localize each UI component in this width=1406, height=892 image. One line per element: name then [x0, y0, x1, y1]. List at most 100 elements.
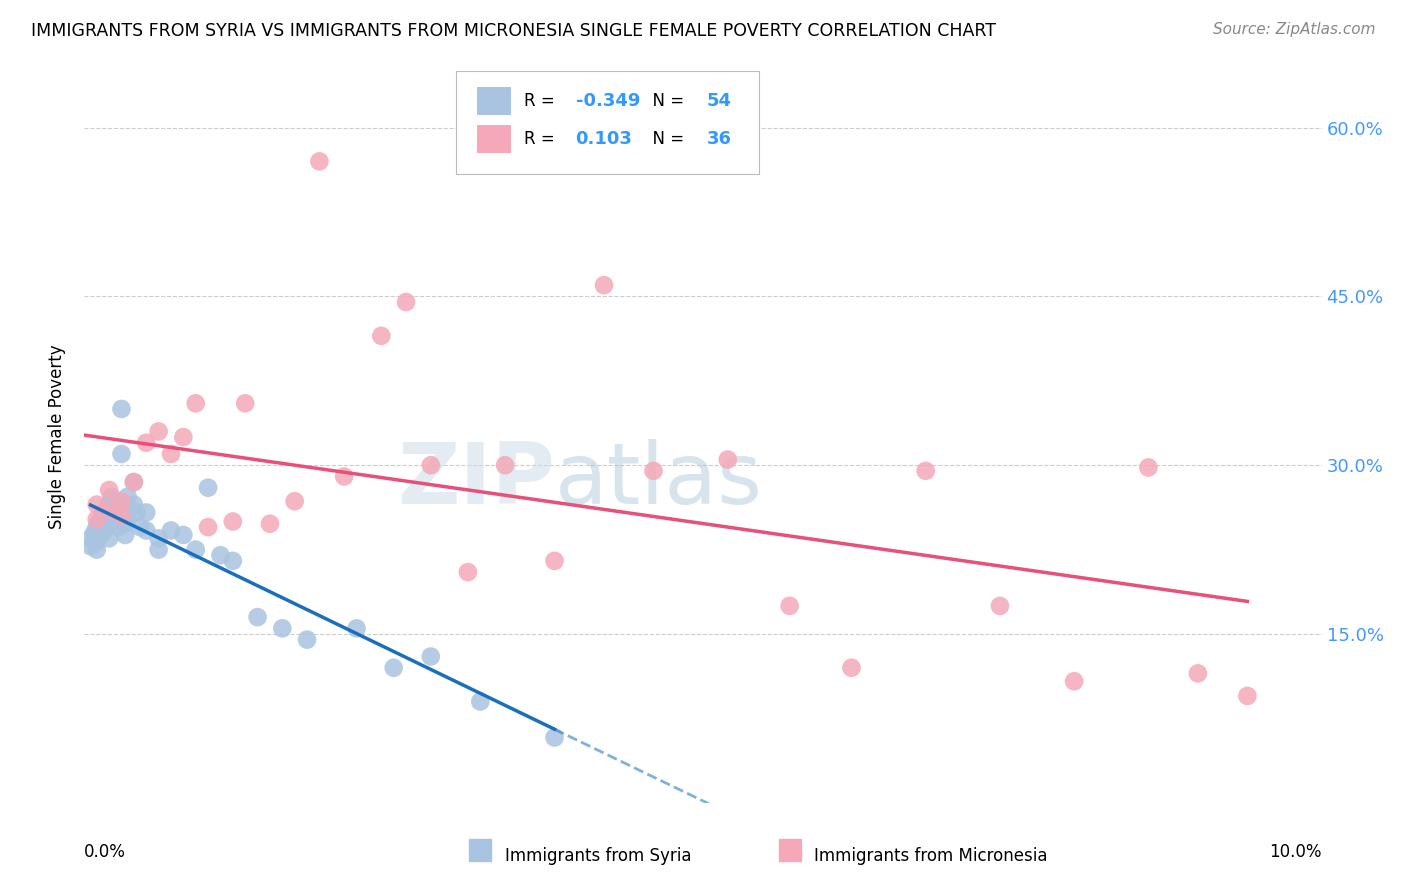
Point: [135, 506, 157, 520]
Point: [86, 512, 108, 526]
Point: [419, 649, 441, 664]
Y-axis label: Single Female Poverty: Single Female Poverty: [48, 345, 66, 529]
Point: [79, 532, 101, 546]
Point: [101, 515, 124, 529]
Point: [543, 731, 565, 745]
FancyBboxPatch shape: [477, 87, 512, 114]
Point: [98, 503, 121, 517]
Point: [98, 532, 121, 546]
Point: [184, 542, 207, 557]
Text: 54: 54: [707, 92, 731, 110]
Point: [184, 396, 207, 410]
Point: [148, 532, 170, 546]
Point: [104, 494, 127, 508]
Point: [197, 520, 219, 534]
Point: [222, 554, 245, 568]
Point: [110, 494, 132, 508]
Text: 0.103: 0.103: [575, 130, 633, 148]
Text: Immigrants from Syria: Immigrants from Syria: [505, 847, 692, 864]
Point: [160, 524, 183, 538]
Point: [308, 154, 330, 169]
Point: [1236, 689, 1258, 703]
Point: [86, 498, 108, 512]
Point: [1137, 460, 1160, 475]
Point: [160, 447, 183, 461]
Text: Immigrants from Micronesia: Immigrants from Micronesia: [814, 847, 1047, 864]
Point: [233, 396, 256, 410]
Point: [89, 515, 111, 529]
Point: [222, 515, 245, 529]
Point: [914, 464, 936, 478]
Point: [209, 548, 232, 562]
Point: [841, 661, 863, 675]
Point: [86, 534, 108, 549]
Point: [333, 469, 356, 483]
Point: [1187, 666, 1209, 681]
Point: [643, 464, 665, 478]
Point: [470, 694, 492, 708]
Point: [91, 508, 114, 523]
Text: -0.349: -0.349: [575, 92, 640, 110]
Text: N =: N =: [643, 92, 690, 110]
Point: [112, 516, 135, 531]
Point: [197, 481, 219, 495]
Point: [110, 500, 132, 515]
Point: [395, 295, 418, 310]
Point: [457, 565, 479, 579]
Point: [148, 542, 170, 557]
Point: [98, 483, 121, 497]
FancyBboxPatch shape: [456, 71, 759, 174]
Text: R =: R =: [523, 130, 565, 148]
Point: [110, 447, 132, 461]
Point: [98, 516, 121, 531]
Point: [122, 475, 145, 489]
Text: 0.0%: 0.0%: [84, 843, 127, 861]
Point: [89, 528, 111, 542]
Point: [135, 435, 157, 450]
Text: ZIP: ZIP: [396, 440, 554, 523]
Point: [382, 661, 405, 675]
Text: IMMIGRANTS FROM SYRIA VS IMMIGRANTS FROM MICRONESIA SINGLE FEMALE POVERTY CORREL: IMMIGRANTS FROM SYRIA VS IMMIGRANTS FROM…: [31, 22, 995, 40]
Point: [135, 524, 157, 538]
Point: [122, 498, 145, 512]
Point: [122, 475, 145, 489]
Point: [117, 490, 139, 504]
Point: [98, 506, 121, 520]
Point: [284, 494, 307, 508]
Point: [172, 430, 194, 444]
Point: [543, 554, 565, 568]
Text: atlas: atlas: [554, 440, 762, 523]
Point: [1063, 674, 1085, 689]
Point: [94, 503, 117, 517]
Point: [91, 525, 114, 540]
Point: [129, 520, 152, 534]
Point: [125, 506, 148, 520]
Point: [107, 520, 129, 534]
Point: [419, 458, 441, 473]
Point: [110, 401, 132, 416]
Point: [246, 610, 269, 624]
Point: [259, 516, 281, 531]
Point: [79, 539, 101, 553]
Point: [83, 525, 105, 540]
Point: [104, 508, 127, 523]
Point: [172, 528, 194, 542]
Point: [295, 632, 318, 647]
Point: [86, 528, 108, 542]
Point: [86, 542, 108, 557]
Point: [89, 524, 111, 538]
Point: [86, 520, 108, 534]
Point: [779, 599, 801, 613]
Point: [98, 498, 121, 512]
Point: [91, 516, 114, 531]
Point: [494, 458, 516, 473]
Point: [988, 599, 1011, 613]
Point: [593, 278, 616, 293]
Point: [370, 328, 392, 343]
Text: N =: N =: [643, 130, 690, 148]
Point: [148, 425, 170, 439]
FancyBboxPatch shape: [477, 126, 512, 153]
Point: [346, 621, 368, 635]
Point: [100, 490, 122, 504]
Text: 36: 36: [707, 130, 731, 148]
